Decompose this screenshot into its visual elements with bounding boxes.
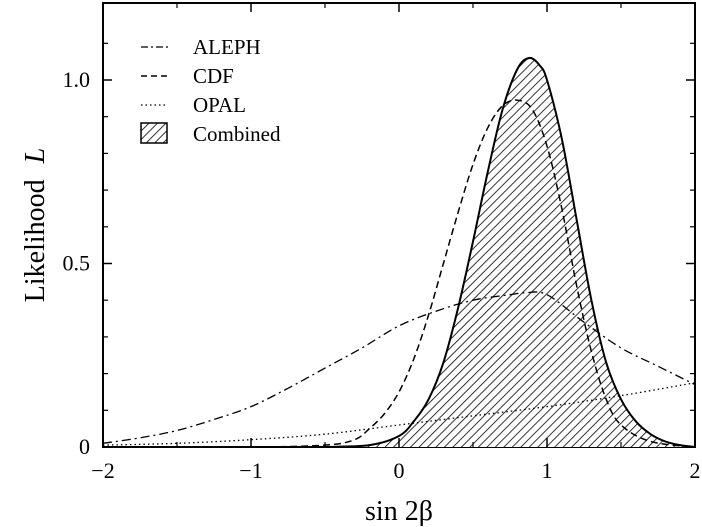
x-tick-label: 1 [542,458,553,483]
legend-item-aleph: ALEPH [141,35,261,59]
series-cdf-line [102,99,696,448]
y-tick-label: 0.5 [63,251,91,276]
y-tick-label: 1.0 [63,67,91,92]
y-axis-title: Likelihood L [20,148,51,302]
y-axis-title-variable: L [20,148,51,165]
legend-label: OPAL [193,93,246,117]
x-tick-label: 2 [690,458,701,483]
x-tick-label: −1 [239,458,262,483]
series-combined-line [324,56,696,448]
axis-ticks [102,3,696,448]
legend-label: CDF [193,64,234,88]
legend-item-cdf: CDF [141,64,234,88]
legend-item-opal: OPAL [141,93,246,117]
x-tick-labels: −2 −1 0 1 2 [91,458,700,483]
y-axis-title-word: Likelihood [20,179,51,302]
x-tick-label: −2 [91,458,114,483]
legend: ALEPH CDF OPAL Combined [140,35,281,146]
legend-label: ALEPH [193,35,261,59]
legend-item-combined: Combined [140,122,281,146]
series-opal-line [102,382,696,446]
legend-label: Combined [193,122,281,146]
y-tick-labels: 0 0.5 1.0 [63,67,91,459]
legend-swatch [140,122,168,144]
y-tick-label: 0 [79,434,90,459]
series-layer [102,56,696,448]
series-combined-area [325,57,695,448]
x-tick-label: 0 [394,458,405,483]
x-axis-title: sin 2β [365,496,433,527]
